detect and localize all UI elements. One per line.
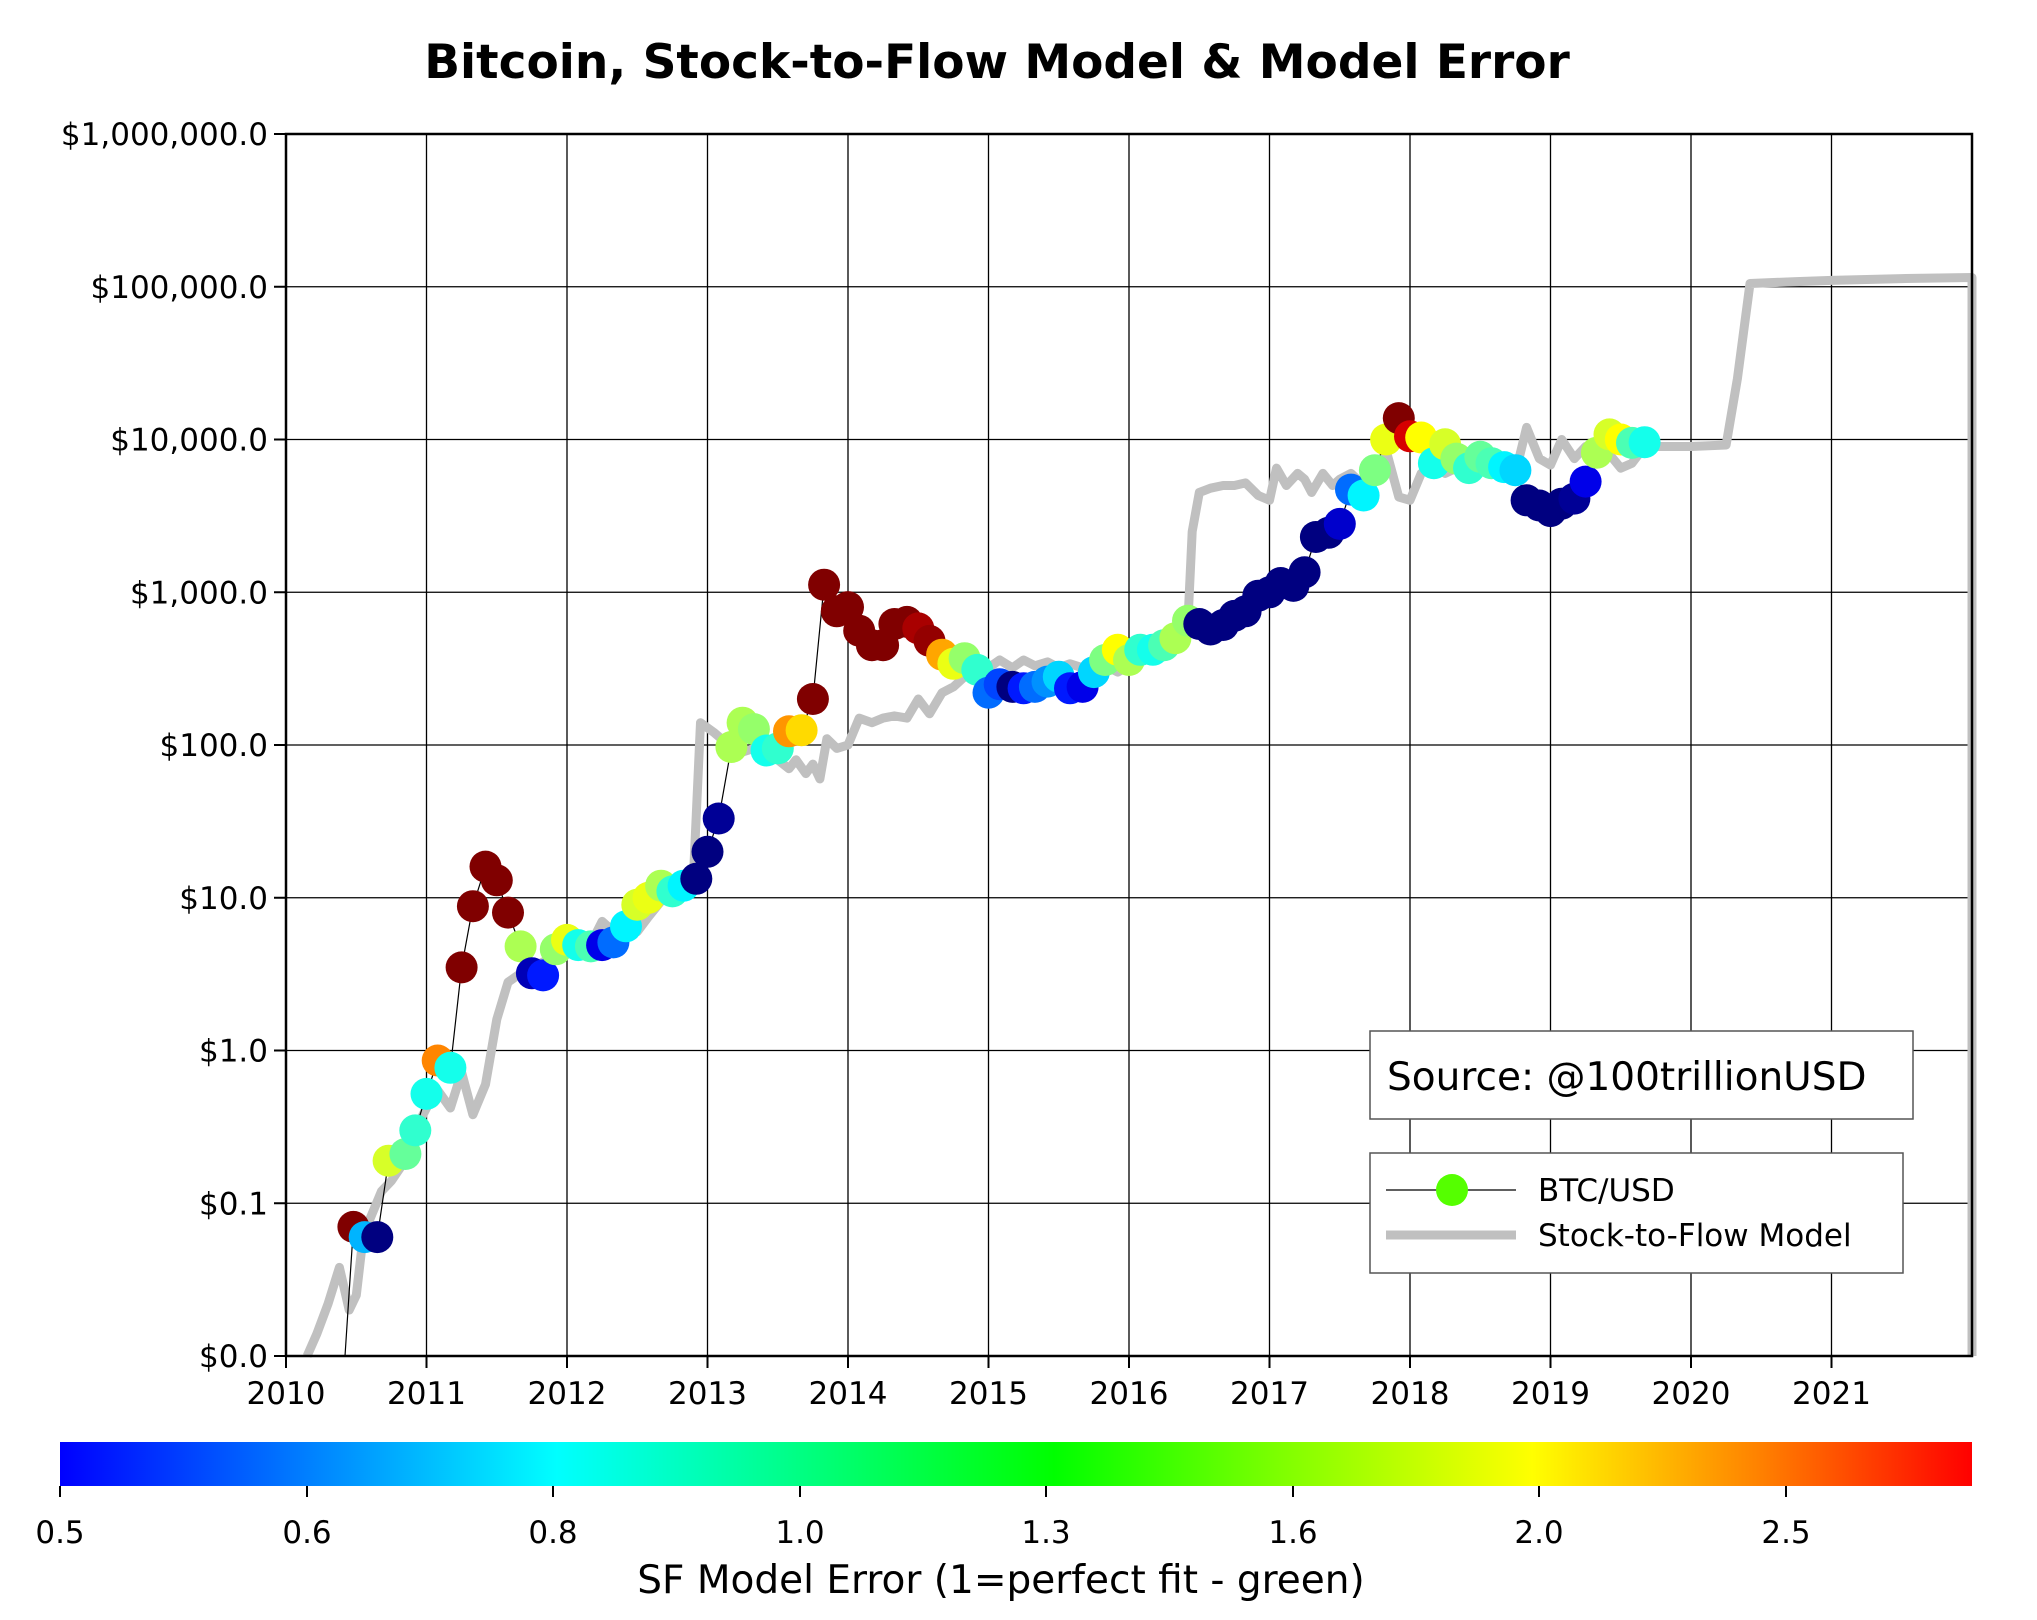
btc-price-marker [702,802,735,835]
legend-label-sf: Stock-to-Flow Model [1538,1218,1852,1254]
btc-price-marker [361,1221,394,1254]
x-tick-label: 2021 [1792,1376,1871,1412]
btc-price-marker [480,864,513,897]
x-tick-label: 2011 [387,1376,466,1412]
btc-price-marker [527,959,560,992]
btc-price-marker [715,731,748,763]
btc-price-marker [1499,454,1532,487]
colorbar-gradient [60,1442,1972,1486]
y-tick-label: $0.1 [199,1186,268,1222]
chart-title: Bitcoin, Stock-to-Flow Model & Model Err… [424,35,1570,90]
legend-label-btc: BTC/USD [1538,1173,1675,1209]
colorbar-tick-label: 0.8 [528,1515,577,1551]
y-tick-label: $10.0 [179,881,268,917]
x-tick-label: 2012 [528,1376,607,1412]
colorbar: 0.5 0.6 0.8 1.0 1.3 1.6 2.0 2.5 SF Model Error … [35,1442,1972,1603]
y-tick-label: $10,000.0 [110,423,268,459]
y-tick-label: $0.0 [199,1339,268,1375]
x-tick-label: 2015 [949,1376,1028,1412]
plot-frame [284,132,1974,1358]
btc-price-marker [680,862,713,895]
legend-btc-marker [1436,1174,1468,1206]
series-btc-usd [337,402,1661,1357]
x-tick-label: 2020 [1652,1376,1731,1412]
colorbar-tick-label: 1.6 [1268,1515,1317,1551]
btc-price-marker [492,896,524,929]
btc-price-marker [785,714,818,747]
btc-price-marker [1358,454,1391,487]
x-tick-label: 2018 [1371,1376,1450,1412]
colorbar-tick-label: 2.0 [1514,1515,1563,1551]
y-axis-ticks: $0.0 $0.1 $1.0 $10.0 $100.0 $1,000.0 $10,000.0… [61,117,286,1375]
colorbar-tick-label: 2.5 [1761,1515,1810,1551]
colorbar-tick-label: 0.6 [282,1515,331,1551]
x-tick-label: 2010 [247,1376,326,1412]
btc-price-marker [796,683,829,715]
btc-price-marker [434,1051,467,1084]
btc-price-marker [399,1114,432,1147]
y-tick-label: $1,000.0 [130,575,268,611]
colorbar-title: SF Model Error (1=perfect fit - green) [637,1558,1364,1603]
colorbar-tick-label: 0.5 [35,1515,84,1551]
x-tick-label: 2019 [1511,1376,1590,1412]
colorbar-ticks: 0.5 0.6 0.8 1.0 1.3 1.6 2.0 2.5 [35,1486,1811,1551]
btc-price-marker [504,930,537,963]
y-tick-label: $1,000,000.0 [61,117,268,153]
x-axis-ticks: 2010 2011 2012 2013 2014 2015 2016 2017 2018 2019… [247,1356,1871,1412]
btc-price-marker [445,951,478,984]
source-note: Source: @100trillionUSD [1387,1055,1867,1100]
btc-price-marker [1628,426,1661,459]
btc-price-marker [1323,507,1356,540]
btc-price-marker [691,835,724,868]
colorbar-tick-label: 1.0 [775,1515,824,1551]
btc-price-marker [808,568,841,601]
y-tick-label: $100,000.0 [91,270,269,306]
source-box: Source: @100trillionUSD [1369,1030,1914,1120]
y-tick-label: $100.0 [160,728,268,764]
btc-price-marker [1569,465,1602,498]
y-tick-label: $1.0 [199,1034,268,1070]
btc-price-marker [1347,479,1380,512]
btc-price-marker [1288,556,1321,589]
x-tick-label: 2017 [1230,1376,1309,1412]
btc-price-marker [456,890,489,923]
colorbar-tick-label: 1.3 [1021,1515,1070,1551]
x-tick-label: 2016 [1090,1376,1169,1412]
x-tick-label: 2014 [809,1376,888,1412]
legend: BTC/USD Stock-to-Flow Model [1369,1152,1904,1274]
x-tick-label: 2013 [668,1376,747,1412]
btc-price-marker [410,1077,443,1110]
